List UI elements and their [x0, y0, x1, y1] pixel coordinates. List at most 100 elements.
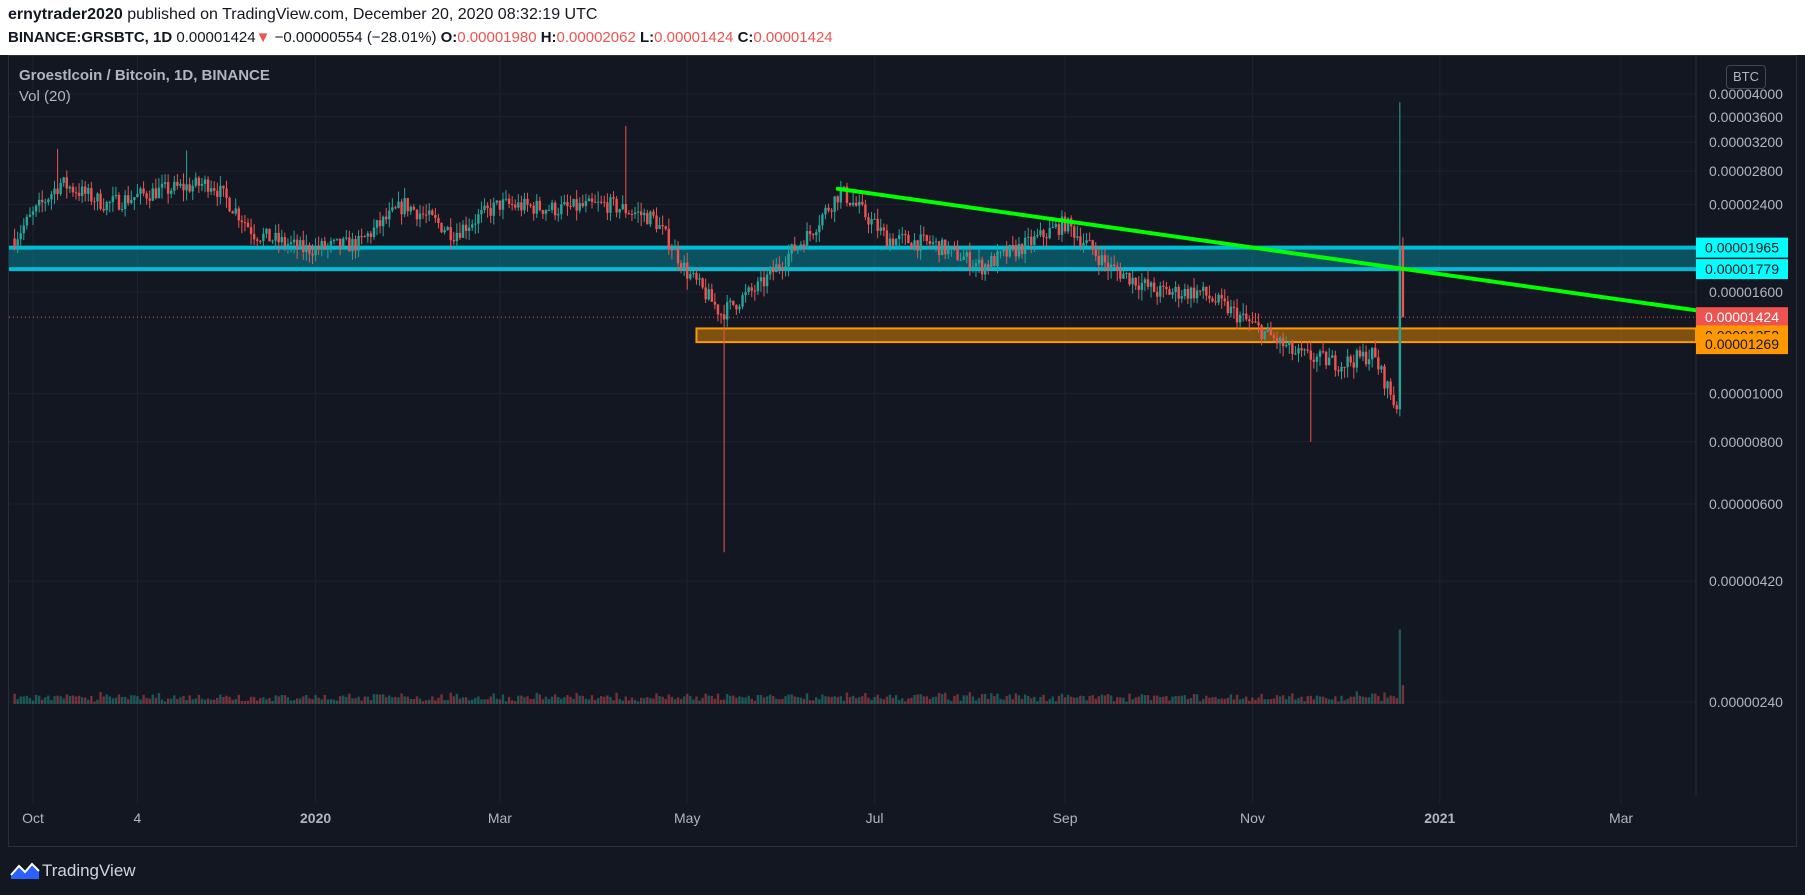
- volume-bar: [194, 698, 197, 704]
- candle-body: [833, 196, 836, 212]
- candle-body: [928, 241, 932, 244]
- tradingview-brand[interactable]: TradingView: [42, 861, 136, 880]
- volume-bar: [787, 694, 790, 704]
- candle-body: [1116, 266, 1119, 271]
- volume-bar: [443, 700, 446, 704]
- volume-bar: [440, 694, 443, 704]
- close-label: C:: [737, 29, 754, 46]
- candle-body: [1011, 244, 1015, 246]
- candle-body: [888, 238, 892, 248]
- volume-bar: [507, 696, 511, 704]
- volume-bar: [830, 696, 833, 704]
- candle-body: [228, 197, 231, 212]
- candle-body: [412, 206, 416, 210]
- candle-body: [1205, 286, 1208, 296]
- chart-frame[interactable]: [8, 55, 1797, 847]
- volume-bar: [320, 699, 323, 704]
- volume-bar: [1401, 685, 1405, 704]
- volume-bar: [848, 697, 852, 704]
- candle-body: [302, 240, 305, 253]
- volume-bar: [1340, 695, 1343, 704]
- candle-body: [105, 202, 108, 211]
- candle-body: [1254, 321, 1257, 323]
- volume-bar: [1125, 701, 1128, 704]
- candle-body: [409, 206, 413, 212]
- volume-bar: [243, 701, 247, 704]
- candle-body: [1248, 319, 1251, 322]
- volume-bar: [928, 698, 932, 704]
- candle-body: [858, 201, 861, 206]
- volume-bar: [265, 699, 268, 704]
- volume-bar: [394, 696, 397, 704]
- candle-body: [1235, 307, 1239, 323]
- candle-body: [931, 242, 935, 244]
- candle-body: [1318, 351, 1322, 357]
- candle-body: [756, 281, 760, 292]
- volume-bar: [99, 692, 102, 704]
- candle-body: [342, 238, 345, 248]
- candle-body: [145, 193, 148, 199]
- volume-bar: [246, 700, 250, 704]
- price-label-bg: [1696, 237, 1788, 258]
- volume-bar: [1377, 695, 1380, 704]
- candle-body: [188, 184, 191, 192]
- candle-body: [1054, 224, 1058, 227]
- volume-bar: [299, 698, 302, 704]
- footer: [0, 847, 1805, 895]
- candle-body: [775, 264, 778, 273]
- candle-body: [621, 204, 624, 210]
- candle-body: [808, 231, 812, 235]
- candle-body: [446, 227, 449, 231]
- candle-body: [1208, 295, 1211, 299]
- candle-body: [381, 216, 385, 227]
- volume-bar: [59, 696, 62, 704]
- candle-body: [1312, 359, 1316, 362]
- volume-bar: [670, 696, 674, 704]
- volume-bar: [781, 698, 784, 704]
- volume-bar: [44, 697, 47, 704]
- volume-bar: [775, 698, 778, 704]
- candle-body: [1257, 322, 1260, 326]
- candle-body: [692, 272, 695, 275]
- candle-body: [1073, 226, 1076, 238]
- volume-bar: [77, 695, 81, 704]
- series-legend[interactable]: Groestlcoin / Bitcoin, 1D, BINANCE: [19, 67, 270, 84]
- volume-bar: [142, 694, 145, 704]
- currency-badge[interactable]: BTC: [1726, 65, 1766, 89]
- candle-body: [59, 182, 62, 195]
- volume-bar: [1186, 699, 1190, 704]
- author-name[interactable]: ernytrader2020: [8, 6, 123, 23]
- volume-bar: [354, 698, 357, 704]
- chart-header: ernytrader2020 published on TradingView.…: [0, 0, 1805, 55]
- volume-bar: [701, 697, 704, 704]
- candle-body: [839, 188, 843, 203]
- volume-bar: [357, 696, 360, 704]
- candle-body: [980, 259, 984, 275]
- volume-bar: [1045, 701, 1048, 704]
- candle-body: [974, 263, 978, 267]
- volume-bar: [517, 695, 520, 704]
- volume-bar: [738, 696, 741, 704]
- volume-bar: [968, 692, 972, 704]
- candle-body: [1361, 351, 1365, 357]
- volume-bar: [931, 697, 935, 704]
- candle-body: [458, 232, 462, 238]
- volume-bar: [870, 699, 873, 704]
- volume-bar: [283, 695, 287, 704]
- tradingview-logo-icon[interactable]: [10, 861, 40, 881]
- y-tick-label: 0.00000420: [1709, 573, 1783, 589]
- volume-bar: [428, 699, 431, 704]
- candle-body: [1042, 230, 1045, 238]
- candle-body: [203, 179, 207, 184]
- volume-bar: [676, 697, 680, 704]
- volume-bar: [799, 697, 803, 704]
- volume-bar: [532, 698, 535, 704]
- candle-body: [873, 218, 876, 220]
- volume-legend[interactable]: Vol (20): [19, 88, 71, 105]
- candle-body: [851, 202, 855, 206]
- candle-body: [222, 185, 225, 189]
- candle-body: [96, 193, 99, 202]
- candle-body: [615, 198, 618, 213]
- candle-body: [1401, 245, 1405, 318]
